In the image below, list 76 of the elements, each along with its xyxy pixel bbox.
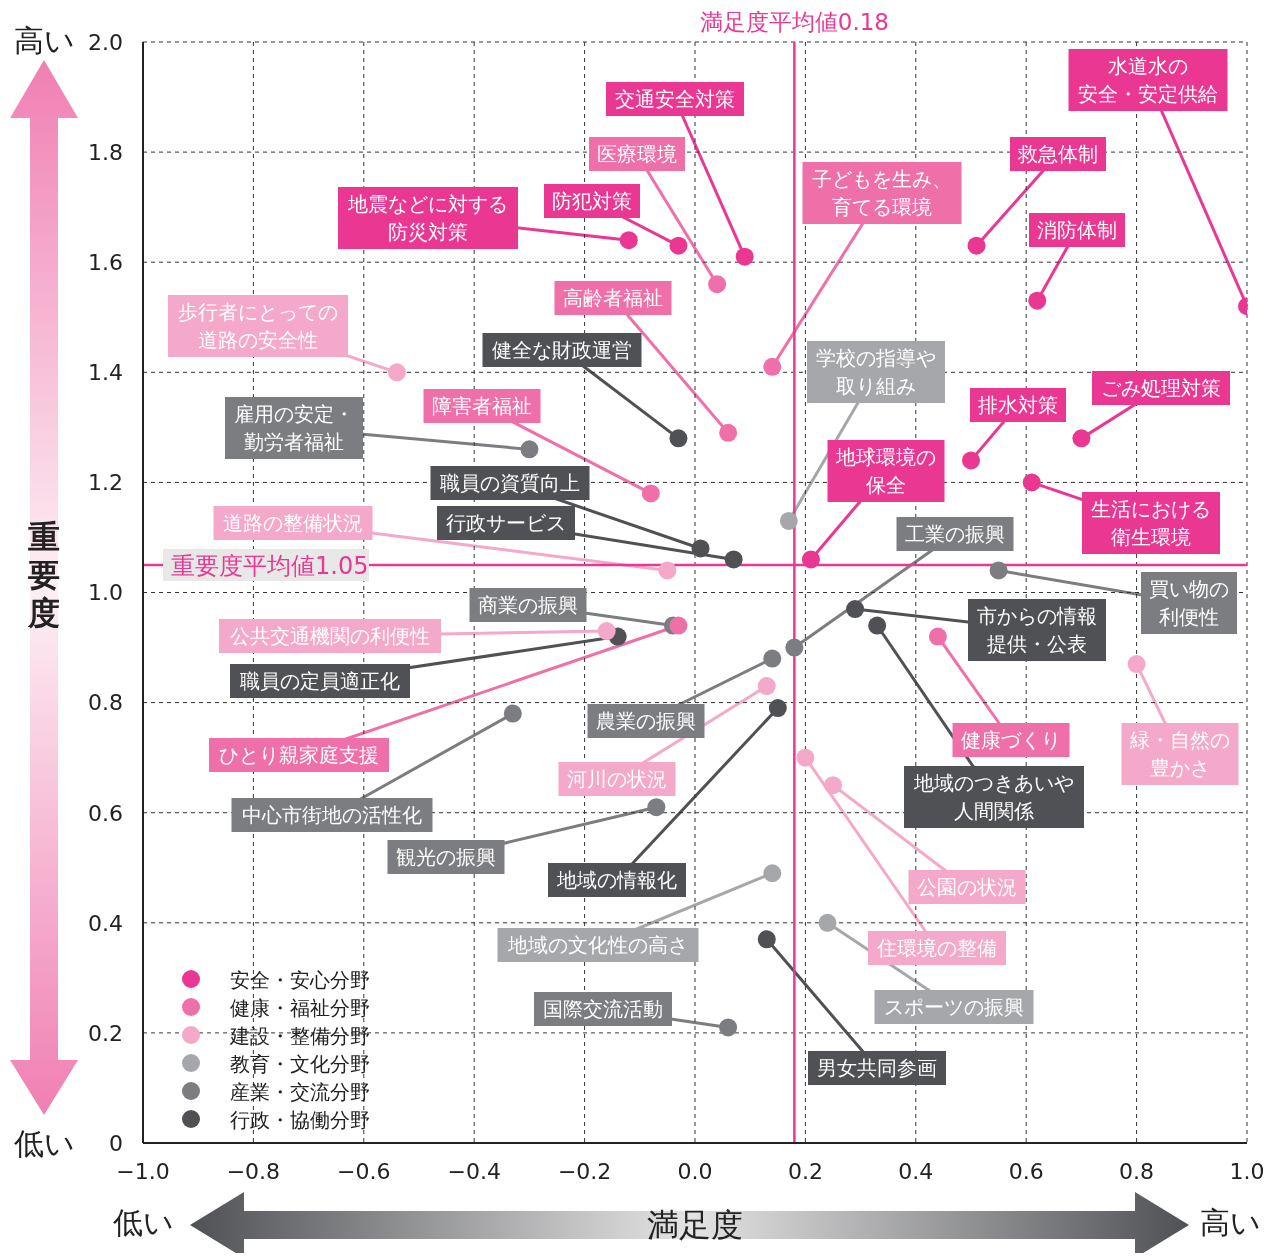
- legend-label: 産業・交流分野: [230, 1080, 370, 1104]
- annotation: 公園の状況: [917, 875, 1017, 899]
- annotation: 防犯対策: [552, 189, 632, 213]
- annotation: 商業の振興: [478, 593, 578, 617]
- ref-line-label: 重要度平均値1.05: [171, 551, 369, 580]
- y-tick-label: 1.6: [88, 250, 123, 276]
- x-tick-label: −0.8: [226, 1158, 281, 1184]
- x-tick-label: −0.6: [337, 1158, 391, 1184]
- text: 高い: [13, 23, 75, 58]
- y-tick-label: 1.0: [88, 580, 123, 606]
- y-tick-label: 2.0: [88, 29, 123, 55]
- annotation: 行政サービス: [446, 511, 566, 535]
- annotation: 道路の整備状況: [223, 511, 363, 535]
- annotation: 市からの情報提供・公表: [977, 604, 1097, 656]
- y-tick-label: 1.2: [88, 470, 123, 496]
- x-tick-label: 0.8: [1119, 1158, 1155, 1184]
- annotation: 健康づくり: [961, 728, 1061, 752]
- y-tick-label: 1.4: [88, 360, 123, 386]
- annotation: 河川の状況: [567, 767, 667, 791]
- annotation: 地球環境の保全: [835, 445, 936, 497]
- annotation: 緑・自然の豊かさ: [1129, 728, 1230, 780]
- annotation: 地域の情報化: [556, 868, 677, 892]
- annotation: 健全な財政運営: [492, 338, 632, 362]
- annotation: スポーツの振興: [884, 995, 1024, 1019]
- annotation: 消防体制: [1037, 218, 1117, 242]
- y-tick-label: 0.8: [88, 690, 123, 716]
- text: 低い: [112, 1205, 174, 1240]
- y-tick-label: 0.6: [88, 800, 123, 826]
- annotation: 男女共同参画: [817, 1056, 937, 1080]
- annotation: 高齢者福祉: [563, 286, 663, 310]
- annotation: 障害者福祉: [432, 394, 532, 418]
- y-axis-title: 重要度: [27, 518, 60, 632]
- x-axis-title: 満足度: [647, 1206, 743, 1244]
- legend-label: 教育・文化分野: [230, 1052, 370, 1076]
- annotation: ごみ処理対策: [1101, 376, 1221, 400]
- text: 低い: [13, 1126, 75, 1161]
- annotation: 生活における衛生環境: [1091, 497, 1211, 549]
- y-tick-label: 0.4: [88, 910, 123, 936]
- y-tick-label: 0.2: [88, 1020, 123, 1046]
- annotation: ひとり親家庭支援: [219, 743, 379, 767]
- annotation: 地域のつきあいや人間関係: [913, 771, 1074, 823]
- annotation: 交通安全対策: [615, 87, 735, 111]
- x-tick-label: 0.4: [898, 1158, 934, 1184]
- legend-label: 安全・安心分野: [230, 968, 370, 992]
- annotation: 公共交通機関の利便性: [230, 624, 430, 648]
- annotation: 雇用の安定・勤労者福祉: [234, 402, 354, 454]
- text: 高い: [1199, 1205, 1261, 1240]
- annotation: 観光の振興: [396, 845, 496, 869]
- annotation: 救急体制: [1017, 142, 1098, 166]
- x-tick-label: −1.0: [116, 1158, 170, 1184]
- annotation: 歩行者にとっての道路の安全性: [178, 300, 338, 352]
- legend-label: 健康・福祉分野: [230, 996, 370, 1020]
- x-tick-label: 1.0: [1229, 1158, 1265, 1184]
- x-tick-label: −0.4: [447, 1158, 501, 1184]
- annotation: 水道水の安全・安定供給: [1078, 54, 1218, 106]
- annotation: 工業の振興: [905, 522, 1005, 546]
- annotation: 職員の資質向上: [440, 471, 580, 495]
- x-tick-label: 0.2: [787, 1158, 823, 1184]
- annotation: 学校の指導や取り組み: [816, 346, 936, 398]
- annotation: 職員の定員適正化: [240, 669, 400, 693]
- annotation: 中心市街地の活性化: [242, 803, 422, 827]
- annotation: 子どもを生み、育てる環境: [812, 167, 952, 219]
- annotation: 住環境の整備: [876, 936, 997, 960]
- annotation: 農業の振興: [596, 709, 696, 733]
- annotation: 地震などに対する防災対策: [347, 192, 508, 244]
- annotation: 地域の文化性の高さ: [507, 933, 688, 957]
- x-tick-label: 0.0: [677, 1158, 713, 1184]
- x-tick-label: 0.6: [1008, 1158, 1044, 1184]
- ref-line-label: 満足度平均値0.18: [699, 9, 889, 35]
- y-tick-label: 0: [109, 1130, 123, 1156]
- annotation: 買い物の利便性: [1149, 577, 1229, 629]
- annotation: 医療環境: [597, 142, 677, 166]
- annotation: 排水対策: [978, 393, 1058, 417]
- legend-label: 行政・協働分野: [230, 1108, 370, 1132]
- y-tick-label: 1.8: [88, 139, 123, 165]
- x-tick-label: −0.2: [557, 1158, 612, 1184]
